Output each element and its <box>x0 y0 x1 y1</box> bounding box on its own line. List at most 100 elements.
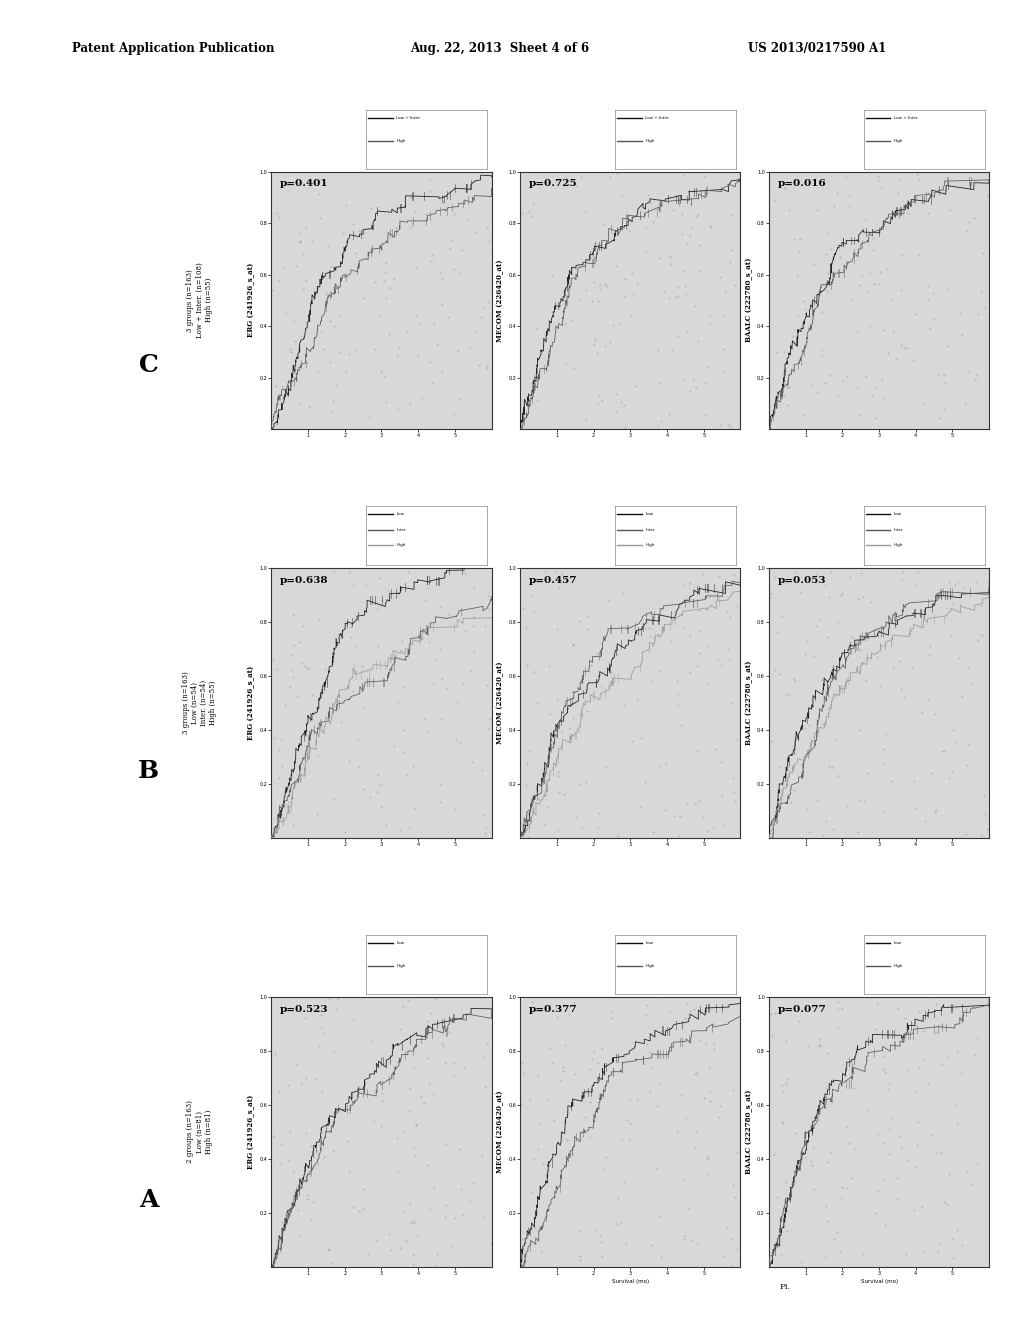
Point <box>395 995 412 1016</box>
Point <box>874 1045 891 1067</box>
Point <box>766 566 782 587</box>
Point <box>800 799 816 820</box>
Point <box>727 791 743 812</box>
Point <box>567 807 584 828</box>
Point <box>577 1106 593 1127</box>
Point <box>404 1253 421 1274</box>
Point <box>425 672 441 693</box>
Point <box>656 799 673 820</box>
Point <box>593 1246 609 1267</box>
Point <box>761 174 777 195</box>
Point <box>378 286 394 308</box>
Point <box>844 288 860 309</box>
Point <box>437 1206 454 1228</box>
Point <box>609 162 626 183</box>
Point <box>802 733 818 754</box>
Point <box>544 1052 560 1073</box>
Point <box>867 376 884 397</box>
Point <box>361 407 378 428</box>
Point <box>565 634 582 655</box>
Point <box>725 1080 741 1101</box>
Point <box>696 165 713 186</box>
Point <box>294 752 310 774</box>
Point <box>947 574 964 595</box>
Point <box>670 277 686 298</box>
Point <box>299 657 315 678</box>
Point <box>406 1213 422 1234</box>
Point <box>272 730 289 751</box>
Point <box>719 602 735 623</box>
Text: High: High <box>894 543 903 546</box>
Point <box>833 585 849 606</box>
Point <box>298 218 314 239</box>
Point <box>477 615 494 636</box>
Point <box>903 657 920 678</box>
Point <box>613 1210 630 1232</box>
Point <box>712 267 728 288</box>
Point <box>549 689 565 710</box>
Point <box>868 1019 885 1040</box>
Point <box>378 391 394 412</box>
Point <box>291 756 307 777</box>
Point <box>857 366 873 387</box>
Text: Inter.: Inter. <box>894 528 904 532</box>
Point <box>677 1007 693 1028</box>
Point <box>689 741 706 762</box>
Point <box>299 1184 315 1205</box>
Point <box>865 240 882 261</box>
Point <box>826 684 843 705</box>
Text: C: C <box>138 352 159 376</box>
Point <box>687 1138 703 1159</box>
Point <box>790 305 806 326</box>
Point <box>687 207 703 228</box>
Point <box>830 680 847 701</box>
Point <box>959 657 976 678</box>
Point <box>922 317 938 338</box>
Point <box>451 263 467 284</box>
Point <box>432 639 449 660</box>
Point <box>817 1077 834 1098</box>
Point <box>831 247 848 268</box>
Point <box>421 631 437 652</box>
Point <box>582 1059 598 1080</box>
Point <box>395 742 412 763</box>
Point <box>676 616 692 638</box>
Point <box>434 362 451 383</box>
Point <box>341 561 357 582</box>
Point <box>885 656 901 677</box>
Point <box>651 1073 668 1094</box>
Point <box>865 273 882 294</box>
Point <box>958 1160 975 1181</box>
Point <box>968 364 984 385</box>
Point <box>775 1080 792 1101</box>
Point <box>350 730 367 751</box>
Point <box>467 222 483 243</box>
Point <box>695 564 712 585</box>
Point <box>817 810 834 832</box>
Point <box>392 820 409 841</box>
Point <box>616 285 633 306</box>
Point <box>319 235 336 256</box>
Point <box>642 1081 658 1102</box>
Point <box>786 561 803 582</box>
Point <box>965 1173 981 1195</box>
Point <box>702 215 719 236</box>
Point <box>670 694 686 715</box>
Point <box>598 756 614 777</box>
Point <box>590 393 606 414</box>
Point <box>301 657 317 678</box>
Point <box>445 1064 462 1085</box>
Point <box>544 264 560 285</box>
Point <box>968 572 984 593</box>
Point <box>445 403 462 424</box>
Point <box>474 1206 490 1228</box>
Point <box>434 668 451 689</box>
Point <box>958 755 975 776</box>
Point <box>389 692 406 713</box>
Text: High: High <box>645 964 654 968</box>
Point <box>616 417 633 438</box>
Point <box>921 275 937 296</box>
Point <box>406 1245 422 1266</box>
Point <box>682 626 698 647</box>
Point <box>366 1110 382 1131</box>
